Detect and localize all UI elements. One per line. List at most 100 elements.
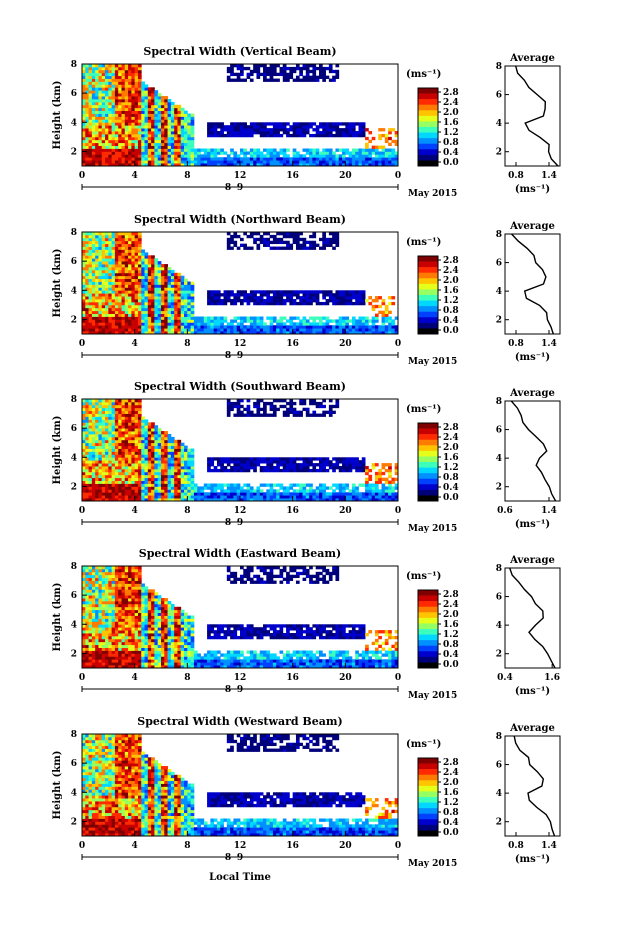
heatmap-cell [289, 234, 294, 239]
heatmap-cell [141, 154, 145, 158]
heatmap-cell [193, 492, 198, 496]
heatmap-cell [111, 116, 116, 120]
heatmap-cell [101, 131, 106, 135]
heatmap-cell [174, 290, 178, 294]
heatmap-cell [269, 66, 274, 71]
heatmap-cell [312, 243, 317, 247]
heatmap-cell [82, 399, 86, 403]
heatmap-cell [121, 439, 126, 444]
heatmap-cell [151, 163, 155, 167]
heatmap-cell [279, 160, 284, 164]
heatmap-cell [151, 275, 155, 280]
heatmap-cell [82, 486, 86, 490]
heatmap-cell [161, 457, 165, 461]
heatmap-cell [295, 413, 300, 417]
heatmap-cell [144, 284, 149, 288]
heatmap-cell [292, 495, 297, 499]
heatmap-cell [98, 325, 103, 329]
heatmap-cell [388, 131, 392, 135]
heatmap-cell [266, 301, 271, 306]
x-tick-label: 16 [286, 171, 299, 181]
heatmap-cell [147, 107, 152, 112]
heatmap-cell [170, 154, 175, 158]
heatmap-cell [246, 498, 251, 502]
heatmap-cell [378, 154, 382, 158]
heatmap-cell [361, 148, 366, 152]
heatmap-cell [325, 66, 330, 71]
heatmap-cell [161, 454, 165, 458]
heatmap-cell [161, 154, 165, 158]
heatmap-cell [289, 133, 294, 138]
heatmap-cell [220, 331, 224, 335]
heatmap-cell [161, 325, 165, 329]
heatmap-cell [322, 293, 326, 297]
heatmap-cell [108, 75, 113, 79]
heatmap-cell [105, 237, 109, 242]
heatmap-cell [105, 81, 109, 85]
heatmap-cell [131, 433, 136, 438]
heatmap-cell [85, 468, 89, 473]
heatmap-cell [295, 290, 300, 294]
heatmap-cell [124, 319, 129, 323]
heatmap-cell [88, 310, 93, 314]
heatmap-cell [85, 275, 89, 280]
heatmap-cell [131, 258, 136, 262]
heatmap-cell [88, 293, 93, 297]
heatmap-cell [184, 116, 188, 120]
heatmap-cell [95, 319, 99, 323]
heatmap-cell [216, 290, 221, 294]
heatmap-cell [124, 316, 129, 320]
heatmap-cell [111, 399, 116, 403]
heatmap-cell [151, 322, 155, 326]
heatmap-cell [177, 151, 182, 155]
heatmap-cell [134, 468, 139, 473]
heatmap-cell [101, 246, 106, 250]
heatmap-cell [137, 431, 142, 435]
heatmap-cell [151, 483, 155, 487]
heatmap-cell [299, 128, 303, 132]
heatmap-cell [91, 413, 96, 417]
heatmap-cell [111, 301, 116, 306]
heatmap-cell [137, 66, 142, 71]
heatmap-cell [91, 81, 96, 85]
heatmap-cell [220, 316, 224, 320]
heatmap-cell [184, 163, 188, 167]
heatmap-cell [144, 87, 149, 91]
heatmap-cell [325, 163, 330, 167]
heatmap-cell [91, 128, 96, 132]
heatmap-cell [174, 489, 178, 493]
heatmap-cell [246, 75, 251, 79]
heatmap-cell [134, 154, 139, 158]
heatmap-cell [315, 290, 320, 294]
heatmap-cell [184, 301, 188, 306]
heatmap-cell [111, 410, 116, 414]
heatmap-cell [118, 237, 122, 242]
heatmap-cell [91, 460, 96, 464]
heatmap-cell [286, 410, 290, 414]
heatmap-cell [105, 463, 109, 467]
heatmap-cell [111, 72, 116, 77]
heatmap-cell [88, 463, 93, 467]
heatmap-cell [272, 290, 277, 294]
heatmap-cell [266, 148, 271, 152]
heatmap-cell [95, 139, 99, 144]
heatmap-cell [105, 264, 109, 268]
heatmap-cell [345, 133, 350, 138]
heatmap-cell [137, 460, 142, 464]
heatmap-cell [272, 160, 277, 164]
heatmap-cell [128, 107, 132, 112]
heatmap-cell [101, 163, 106, 167]
heatmap-cell [131, 113, 136, 117]
heatmap-cell [131, 269, 136, 274]
heatmap-cell [91, 451, 96, 455]
heatmap-cell [91, 64, 96, 68]
heatmap-cell [128, 477, 132, 481]
heatmap-cell [98, 122, 103, 126]
heatmap-cell [259, 457, 264, 461]
heatmap-cell [118, 416, 122, 420]
heatmap-cell [302, 293, 307, 297]
heatmap-cell [157, 269, 162, 274]
heatmap-cell [105, 313, 109, 317]
heatmap-cell [161, 466, 165, 470]
heatmap-cell [154, 98, 159, 103]
